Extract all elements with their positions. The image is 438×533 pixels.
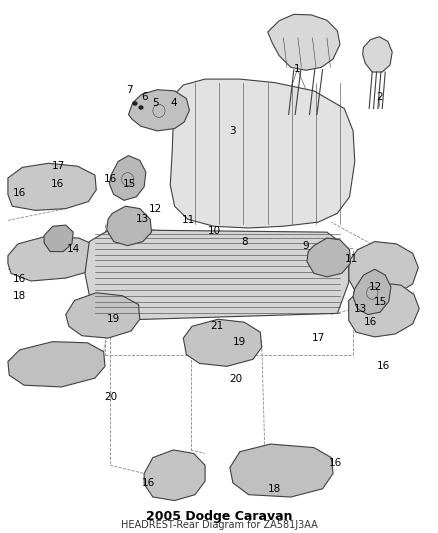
Polygon shape [85,230,349,320]
Text: 2: 2 [377,92,383,102]
Text: 4: 4 [170,98,177,108]
Text: 3: 3 [229,126,235,136]
Text: 12: 12 [149,204,162,214]
Text: 16: 16 [50,179,64,189]
Text: 18: 18 [13,290,26,301]
Text: HEADREST-Rear Diagram for ZA581J3AA: HEADREST-Rear Diagram for ZA581J3AA [120,520,318,530]
Text: 5: 5 [152,98,159,108]
Polygon shape [349,241,418,297]
Text: 15: 15 [123,179,136,189]
Polygon shape [349,283,419,337]
Text: 14: 14 [67,244,80,254]
Text: 16: 16 [364,317,377,327]
Polygon shape [170,79,355,228]
Text: 17: 17 [52,161,65,171]
Polygon shape [8,237,98,281]
Polygon shape [230,444,333,497]
Text: 13: 13 [354,304,367,313]
Text: 10: 10 [208,226,221,236]
Polygon shape [110,156,146,200]
Polygon shape [307,238,350,277]
Text: 15: 15 [374,296,387,306]
Polygon shape [363,37,392,72]
Polygon shape [107,206,152,246]
Polygon shape [184,319,261,366]
Text: 19: 19 [233,337,247,346]
Polygon shape [268,14,340,70]
Polygon shape [8,342,105,387]
Text: 20: 20 [229,374,242,384]
Text: 11: 11 [182,215,195,225]
Text: 12: 12 [369,282,382,292]
Text: 16: 16 [13,188,26,198]
Text: 8: 8 [241,237,247,247]
Polygon shape [144,450,205,500]
Text: 6: 6 [142,92,148,102]
Text: 16: 16 [103,174,117,184]
Text: 9: 9 [303,241,309,251]
Polygon shape [128,90,189,131]
Text: 16: 16 [13,274,26,284]
Text: 19: 19 [107,314,120,324]
Text: 17: 17 [311,333,325,343]
Text: 2005 Dodge Caravan: 2005 Dodge Caravan [146,510,292,523]
Text: 13: 13 [136,214,149,224]
Polygon shape [44,225,73,252]
Text: 1: 1 [294,64,300,74]
Text: 21: 21 [210,321,223,332]
Text: 20: 20 [105,392,118,402]
Polygon shape [66,293,140,338]
Text: 7: 7 [127,85,133,95]
Polygon shape [353,269,391,314]
Text: 16: 16 [377,361,390,372]
Text: 11: 11 [345,254,358,264]
Text: 16: 16 [142,478,155,488]
Text: 18: 18 [268,484,281,494]
Polygon shape [8,163,96,211]
Text: 16: 16 [329,458,342,469]
